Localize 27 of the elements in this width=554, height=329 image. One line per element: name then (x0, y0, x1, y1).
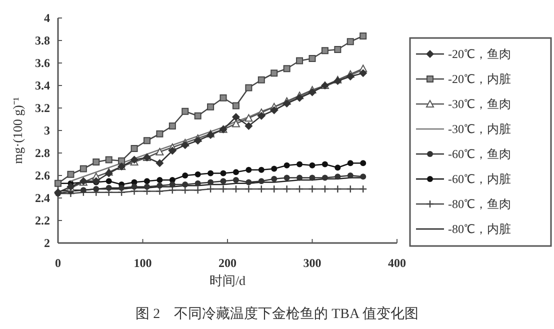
x-tick-label: 0 (55, 256, 61, 270)
y-tick-label: 3.8 (35, 34, 50, 48)
y-tick-label: 3.2 (35, 101, 50, 115)
y-tick-label: 2.8 (35, 146, 50, 160)
x-tick-label: 400 (388, 256, 406, 270)
x-axis-title: 时间/d (209, 273, 246, 288)
legend-label: -80℃，内脏 (448, 222, 511, 236)
legend-label: -60℃，鱼肉 (448, 147, 511, 161)
y-tick-label: 3.4 (35, 78, 50, 92)
x-tick-label: 200 (218, 256, 236, 270)
x-tick-label: 100 (134, 256, 152, 270)
y-tick-label: 2.2 (35, 214, 50, 228)
y-tick-label: 3.6 (35, 56, 50, 70)
y-tick-label: 2 (44, 236, 50, 250)
legend-label: -30℃，鱼肉 (448, 97, 511, 111)
legend-label: -20℃，内脏 (448, 72, 511, 86)
legend-label: -80℃，鱼肉 (448, 197, 511, 211)
legend-label: -30℃，内脏 (448, 122, 511, 136)
y-tick-label: 3 (44, 124, 50, 138)
text: 图 2 不同冷藏温度下金枪鱼的 TBA 值变化图 (136, 306, 418, 322)
x-tick-label: 300 (303, 256, 322, 270)
y-axis-title: mg·(100 g)⁻¹ (10, 97, 25, 164)
legend-label: -20℃，鱼肉 (448, 47, 511, 61)
y-tick-label: 2.6 (35, 168, 50, 182)
legend-label: -60℃，内脏 (448, 172, 511, 186)
y-tick-label: 4 (44, 11, 50, 25)
y-tick-label: 2.4 (35, 191, 50, 205)
